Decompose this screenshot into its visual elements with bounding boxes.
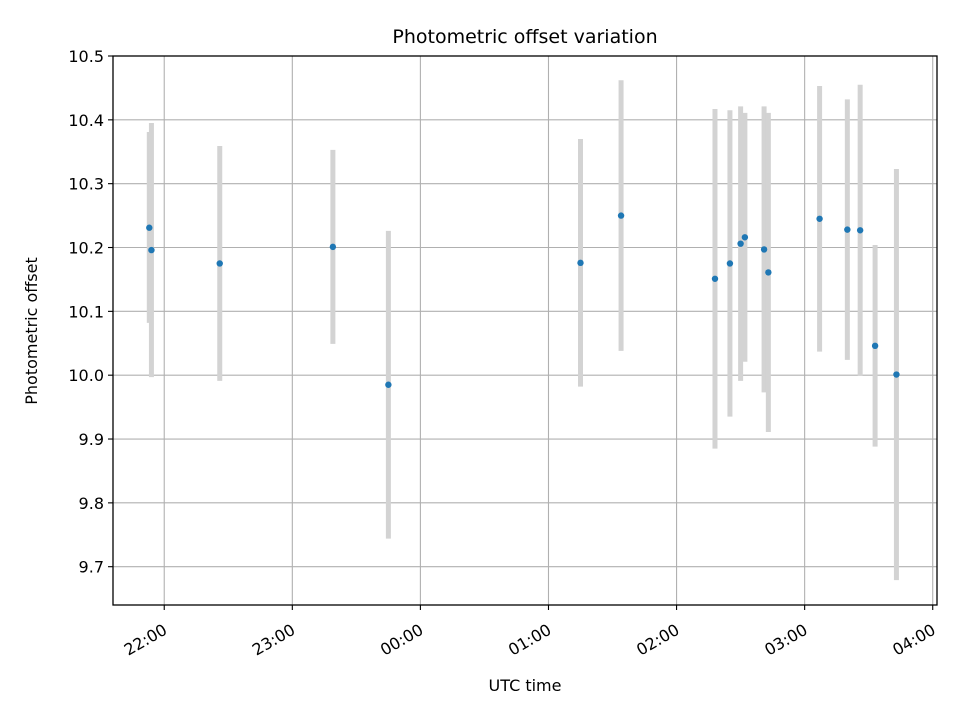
- data-point: [385, 381, 392, 388]
- data-point: [329, 243, 337, 251]
- data-point: [893, 371, 900, 378]
- data-point: [577, 259, 584, 267]
- grid: [113, 55, 937, 605]
- data-point: [844, 226, 851, 233]
- data-point: [711, 275, 719, 282]
- data-point: [148, 246, 155, 254]
- data-point: [617, 212, 625, 219]
- data-point: [737, 240, 744, 247]
- y-tick-label: 10.1: [68, 302, 104, 321]
- data-point: [871, 342, 879, 350]
- y-axis-label: Photometric offset: [22, 257, 41, 405]
- data-point: [856, 227, 864, 234]
- data-point: [216, 260, 223, 267]
- y-tick-label: 10.5: [68, 47, 104, 66]
- data-point: [741, 234, 749, 241]
- data-point: [760, 246, 768, 253]
- y-tick-label: 10.0: [68, 366, 104, 385]
- y-tick-label: 10.3: [68, 175, 104, 194]
- y-tick-label: 9.9: [79, 430, 104, 449]
- data-point: [765, 269, 772, 276]
- plot-frame: [112, 55, 938, 606]
- data-point: [816, 215, 823, 222]
- y-tick-label: 10.4: [68, 111, 104, 130]
- x-axis-label: UTC time: [489, 676, 562, 695]
- y-tick-label: 9.8: [79, 494, 104, 513]
- data-point: [146, 224, 153, 231]
- chart-title: Photometric offset variation: [392, 26, 657, 48]
- data-points: [146, 212, 900, 388]
- y-axis: 9.7 9.8 9.9 10.0 10.1 10.2 10.3 10.4 10.5: [68, 47, 113, 577]
- data-point: [726, 260, 734, 267]
- y-tick-label: 9.7: [79, 558, 104, 577]
- y-tick-label: 10.2: [68, 239, 104, 258]
